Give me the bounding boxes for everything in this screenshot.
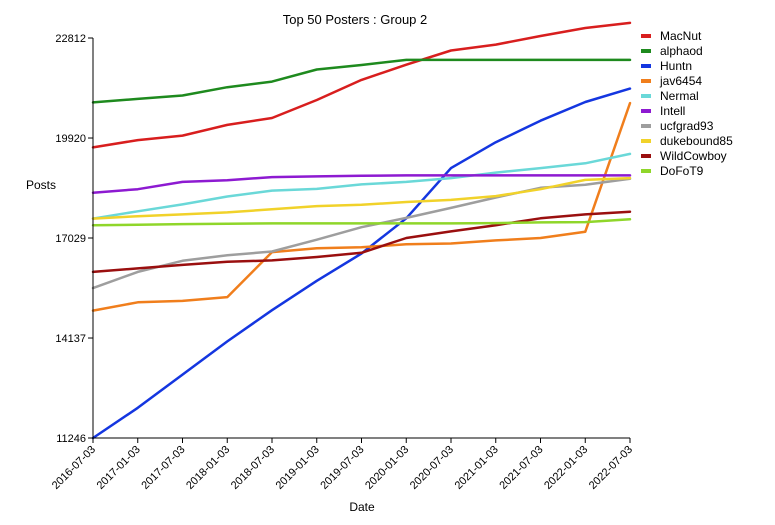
plot-lines	[91, 21, 632, 440]
x-tick-label: 2020-01-03	[363, 444, 411, 492]
series-line-dofot9	[91, 218, 632, 227]
x-tick-label: 2021-01-03	[453, 444, 501, 492]
y-tick-label: 19920	[55, 133, 86, 145]
legend-swatch-ucfgrad93	[641, 124, 651, 128]
legend-label-jav6454: jav6454	[659, 74, 702, 88]
legend-swatch-macnut	[641, 34, 651, 38]
legend-label-alphaod: alphaod	[660, 44, 703, 58]
x-tick-label: 2022-01-03	[542, 444, 590, 492]
legend-label-huntn: Huntn	[660, 59, 692, 73]
legend-label-dukebound85: dukebound85	[660, 134, 733, 148]
legend-swatch-nermal	[641, 94, 651, 98]
series-line-jav6454	[91, 101, 632, 312]
legend-swatch-alphaod	[641, 49, 651, 53]
x-tick-label: 2016-07-03	[50, 444, 98, 492]
series-line-dukebound85	[91, 176, 632, 220]
chart-title: Top 50 Posters : Group 2	[283, 12, 428, 27]
x-tick-label: 2022-07-03	[587, 444, 635, 492]
y-axis-label: Posts	[26, 178, 56, 192]
y-tick-label: 22812	[55, 33, 86, 45]
x-tick-label: 2020-07-03	[408, 444, 456, 492]
series-line-nermal	[91, 152, 632, 220]
x-tick-label: 2017-01-03	[95, 444, 143, 492]
legend-swatch-huntn	[641, 64, 651, 68]
legend-label-nermal: Nermal	[660, 89, 699, 103]
legend-swatch-dukebound85	[641, 139, 651, 143]
legend-swatch-intell	[641, 109, 651, 113]
series-line-intell	[91, 174, 632, 194]
x-tick-label: 2019-07-03	[318, 444, 366, 492]
legend-swatch-jav6454	[641, 79, 651, 83]
x-axis-label: Date	[349, 500, 375, 514]
legend-label-dofot9: DoFoT9	[660, 164, 704, 178]
legend: MacNutalphaodHuntnjav6454NermalIntellucf…	[641, 29, 733, 178]
y-tick-label: 17029	[55, 233, 86, 245]
series-line-wildcowboy	[91, 210, 632, 274]
x-tick-label: 2018-01-03	[184, 444, 232, 492]
x-tick-label: 2021-07-03	[497, 444, 545, 492]
y-tick-label: 11246	[56, 433, 86, 445]
y-tick-label: 14137	[55, 333, 86, 345]
legend-label-macnut: MacNut	[660, 29, 702, 43]
x-tick-label: 2017-07-03	[139, 444, 187, 492]
legend-label-intell: Intell	[660, 104, 685, 118]
legend-label-ucfgrad93: ucfgrad93	[660, 119, 714, 133]
series-line-macnut	[91, 21, 632, 149]
x-tick-label: 2019-01-03	[274, 444, 322, 492]
legend-swatch-wildcowboy	[641, 154, 651, 158]
x-tick-label: 2018-07-03	[229, 444, 277, 492]
series-line-alphaod	[91, 58, 632, 104]
series-line-ucfgrad93	[91, 177, 632, 290]
legend-swatch-dofot9	[641, 169, 651, 173]
y-ticks: 11246 14137 17029 19920 22812	[55, 33, 93, 445]
x-ticks: 2016-07-032017-01-032017-07-032018-01-03…	[50, 438, 635, 492]
legend-label-wildcowboy: WildCowboy	[660, 149, 727, 163]
